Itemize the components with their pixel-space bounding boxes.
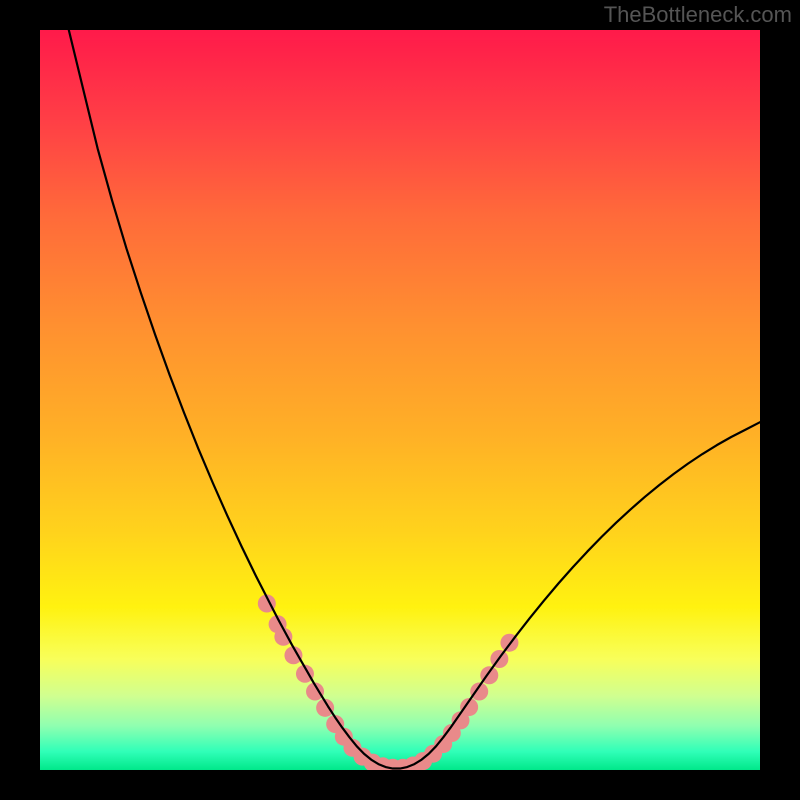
chart-background-gradient xyxy=(40,30,760,770)
watermark-text: TheBottleneck.com xyxy=(604,2,792,28)
chart-plot-area xyxy=(40,30,760,770)
